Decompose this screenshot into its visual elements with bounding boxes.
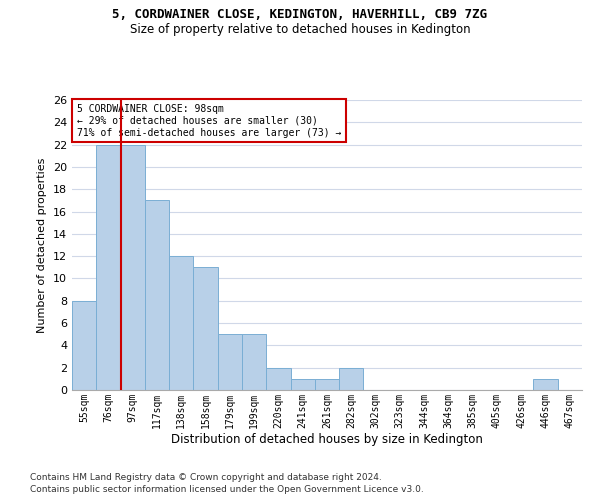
Bar [533,379,558,390]
Y-axis label: Number of detached properties: Number of detached properties [37,158,47,332]
Bar [193,268,218,390]
Text: 5, CORDWAINER CLOSE, KEDINGTON, HAVERHILL, CB9 7ZG: 5, CORDWAINER CLOSE, KEDINGTON, HAVERHIL… [113,8,487,20]
Bar [72,301,96,390]
Text: Contains HM Land Registry data © Crown copyright and database right 2024.: Contains HM Land Registry data © Crown c… [30,472,382,482]
Text: Distribution of detached houses by size in Kedington: Distribution of detached houses by size … [171,432,483,446]
Bar [242,334,266,390]
Bar [339,368,364,390]
Bar [218,334,242,390]
Bar [266,368,290,390]
Text: Size of property relative to detached houses in Kedington: Size of property relative to detached ho… [130,22,470,36]
Bar [315,379,339,390]
Bar [145,200,169,390]
Bar [96,144,121,390]
Bar [169,256,193,390]
Bar [290,379,315,390]
Text: Contains public sector information licensed under the Open Government Licence v3: Contains public sector information licen… [30,485,424,494]
Text: 5 CORDWAINER CLOSE: 98sqm
← 29% of detached houses are smaller (30)
71% of semi-: 5 CORDWAINER CLOSE: 98sqm ← 29% of detac… [77,104,341,138]
Bar [121,144,145,390]
